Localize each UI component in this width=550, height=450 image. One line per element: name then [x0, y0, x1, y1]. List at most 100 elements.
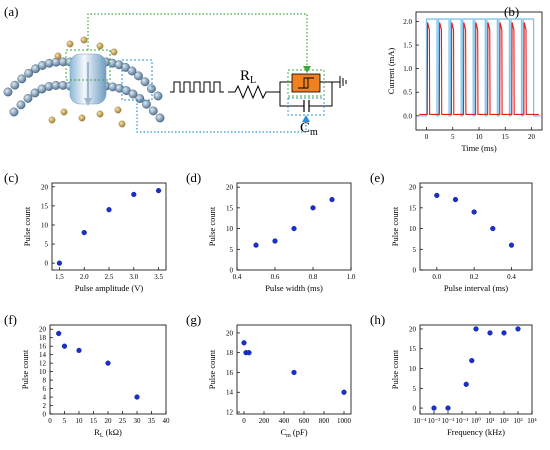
x-tick-label: 20	[105, 417, 113, 425]
plot-frame	[236, 324, 352, 415]
y-tick-label: 10	[41, 221, 49, 229]
axes: 0 200 400 600 800 1000 12 14 16 18 20 Cm (pF) Pulse …	[207, 324, 352, 439]
x-tick-label: 400	[279, 417, 290, 425]
scatter-points	[56, 188, 162, 266]
ion-particle	[80, 36, 88, 44]
ground-icon	[339, 76, 347, 88]
ion-particle	[96, 110, 104, 118]
x-tick-label: 15	[90, 417, 98, 425]
data-point	[310, 205, 316, 211]
x-tick-label: 0.0	[432, 273, 441, 281]
x-tick-label: 600	[299, 417, 310, 425]
x-axis-label: Time (ms)	[461, 143, 497, 153]
data-point	[81, 230, 87, 236]
scatter-points	[431, 326, 521, 411]
y-tick-label: 5	[413, 385, 417, 393]
x-tick-label: 200	[259, 417, 270, 425]
x-tick-label: 10³	[513, 417, 522, 425]
chart-b: 0 5 10 15 20 0.0 0.5 1.0 1.5 2.0 Time (ms) Current …	[378, 0, 550, 165]
x-axis-label: RL (kΩ)	[94, 427, 122, 439]
lipid-bead	[16, 100, 26, 110]
blue-dotted-arrow	[136, 100, 307, 133]
lipid-bead	[30, 88, 40, 98]
lipid-bead	[10, 80, 20, 90]
y-tick-label: 2	[43, 402, 47, 410]
y-tick-label: 16	[39, 343, 47, 351]
y-tick-label: 14	[226, 389, 234, 397]
plot-frame	[419, 324, 533, 415]
x-axis-label: Cm (pF)	[280, 427, 307, 439]
panel-label-d: (d)	[186, 170, 202, 185]
x-tick-label: 10⁻¹	[456, 417, 469, 425]
data-point	[445, 405, 451, 411]
y-tick-label: 5	[230, 246, 234, 254]
y-tick-label: 15	[226, 204, 234, 212]
schematic-panel-a: RL Cm	[3, 13, 347, 138]
x-tick-label: 0.4	[507, 273, 516, 281]
ion-particle	[48, 116, 56, 124]
y-axis-label: Pulse count	[390, 349, 400, 389]
lipid-bead	[155, 113, 165, 123]
y-tick-label: 20	[226, 329, 234, 337]
x-tick-label: 0.2	[470, 273, 479, 281]
data-point	[490, 225, 496, 232]
y-tick-label: 2.0	[403, 18, 412, 26]
x-tick-label: 10⁰	[471, 417, 481, 425]
lipid-bead	[128, 89, 138, 99]
data-point	[76, 347, 82, 354]
ion-particles	[48, 36, 126, 128]
axes: 0.0 0.2 0.4 0 5 10 15 20 Pulse interval (ms) Puls…	[390, 182, 533, 293]
y-axis-label: Current (mA)	[386, 48, 396, 95]
y-tick-label: 20	[409, 184, 417, 192]
y-tick-label: 8	[43, 377, 47, 385]
x-tick-label: 10⁻⁴	[413, 417, 427, 425]
panel-label-e: (e)	[370, 170, 385, 185]
x-tick-label: 25	[119, 417, 127, 425]
chart-h: 10⁻⁴ 10⁻³ 10⁻² 10⁻¹ 10⁰ 10¹ 10² 10³ 10⁴ 0 5 10 15 20 F…	[370, 305, 550, 450]
ion-particle	[110, 48, 118, 56]
capacitor-label: Cm	[300, 120, 318, 138]
plot-frame	[419, 182, 533, 271]
x-tick-label: 20	[528, 133, 536, 141]
y-tick-label: 0	[45, 260, 49, 268]
x-tick-label: 5	[63, 417, 67, 425]
y-tick-label: 1.0	[403, 65, 412, 73]
x-tick-label: 1000	[337, 417, 352, 425]
scatter-points	[434, 192, 515, 248]
data-point	[56, 260, 63, 266]
x-tick-label: 2.5	[105, 273, 114, 281]
y-tick-label: 5	[45, 241, 49, 249]
axes: 0.4 0.6 0.8 1.0 0 5 10 15 20 Pulse width (ms) Puls…	[207, 182, 356, 293]
x-axis-label: Pulse interval (ms)	[444, 283, 508, 293]
y-tick-label: 0	[230, 267, 234, 275]
green-dotted-arrow	[87, 13, 308, 68]
y-tick-label: 15	[409, 204, 417, 212]
chart-d: 0.4 0.6 0.8 1.0 0 5 10 15 20 Pulse width (ms) Puls…	[185, 165, 370, 305]
x-tick-label: 0	[48, 417, 52, 425]
y-tick-label: 18	[226, 349, 234, 357]
lipid-bead	[148, 106, 158, 116]
data-point	[253, 242, 259, 248]
panel-label-g: (g)	[186, 312, 202, 327]
y-tick-label: 1.5	[403, 42, 412, 50]
y-tick-label: 12	[39, 360, 47, 368]
ion-particle	[66, 40, 74, 48]
y-tick-label: 15	[409, 345, 417, 353]
panel-label-f: (f)	[4, 312, 17, 327]
x-tick-label: 3.5	[154, 273, 163, 281]
x-tick-label: 3.0	[129, 273, 138, 281]
chart-c: 1.5 2.0 2.5 3.0 3.5 0 5 10 15 20 Pulse amplitude (…	[0, 165, 185, 305]
y-axis-label: Pulse count	[390, 206, 400, 246]
x-tick-label: 30	[134, 417, 142, 425]
scatter-points	[241, 340, 347, 395]
voltage-pulse-series	[418, 18, 541, 117]
current-series	[419, 22, 539, 115]
ion-particle	[78, 114, 86, 122]
ion-particle	[54, 52, 62, 60]
data-point	[272, 238, 278, 244]
x-tick-label: 0.4	[233, 273, 242, 281]
x-tick-label: 10	[476, 133, 484, 141]
data-point	[106, 207, 112, 213]
y-tick-label: 20	[39, 326, 47, 334]
data-point	[341, 389, 347, 395]
